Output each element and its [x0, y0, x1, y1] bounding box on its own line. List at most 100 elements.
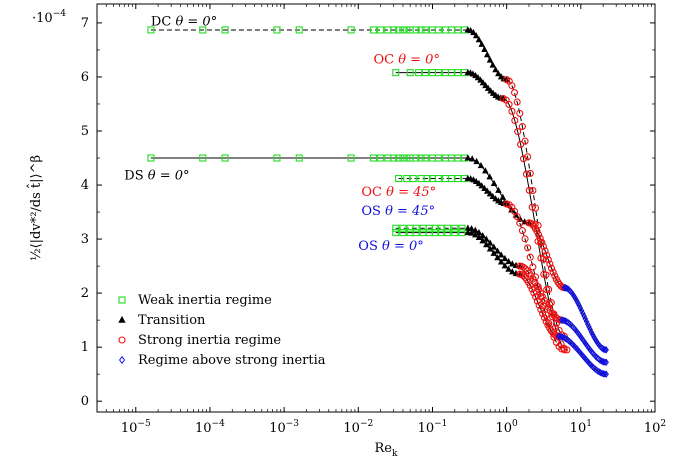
strong-point [549, 268, 557, 276]
transition-point [483, 241, 490, 248]
above-point [603, 358, 609, 366]
above-point [561, 334, 567, 342]
transition-point [489, 192, 497, 200]
y-tick-label: 7 [81, 16, 89, 31]
above-point [561, 316, 567, 325]
annotation-dc: DC θ = 0° [151, 15, 217, 30]
above-point [564, 318, 570, 326]
weak-point [412, 229, 420, 237]
weak-point [434, 26, 442, 34]
weak-point [377, 26, 385, 34]
weak-point [273, 26, 281, 34]
strong-point [535, 231, 543, 239]
legend-label-transition: Transition [138, 313, 206, 328]
strong-point [525, 186, 533, 194]
weak-point [409, 174, 417, 183]
y-tick-label: 2 [81, 286, 89, 301]
weak-point [412, 224, 420, 232]
strong-point [508, 82, 516, 90]
x-tick-label: 10−2 [343, 419, 373, 436]
above-point [603, 346, 609, 354]
strong-point [516, 109, 524, 117]
above-point [577, 304, 584, 312]
weak-point [347, 26, 355, 34]
strong-point [524, 244, 532, 252]
strong-point [538, 238, 546, 246]
weak-point [454, 69, 462, 77]
weak-point [458, 224, 466, 232]
strong-point [517, 140, 525, 148]
strong-point [528, 285, 536, 293]
above-point [586, 323, 592, 331]
transition-point [486, 239, 494, 246]
above-point [580, 309, 586, 318]
weak-point [421, 154, 429, 162]
weak-point [395, 26, 403, 34]
weak-point [437, 229, 445, 237]
strong-point [537, 289, 545, 297]
weak-point [451, 224, 459, 232]
strong-point [533, 227, 541, 235]
x-tick-label: 10−4 [195, 419, 225, 436]
above-point [593, 366, 600, 374]
transition-point [475, 36, 483, 43]
strong-point [532, 293, 540, 301]
strong-point [519, 155, 528, 163]
transition-point [482, 81, 489, 89]
x-tick-label: 102 [644, 419, 666, 436]
above-point [583, 317, 590, 326]
strong-point [530, 289, 538, 297]
transition-point [472, 231, 479, 238]
strong-point [539, 242, 548, 251]
weak-point [434, 154, 442, 162]
weak-point [221, 154, 229, 162]
x-tick-label: 100 [496, 419, 519, 436]
strong-point [519, 272, 527, 280]
weak-point [451, 229, 459, 237]
weak-point [406, 69, 414, 77]
transition-point [482, 167, 489, 174]
strong-point [522, 170, 530, 178]
above-point [582, 315, 588, 323]
y-tick-label: 0 [81, 394, 89, 409]
weak-point [392, 224, 400, 232]
strong-point [516, 219, 524, 227]
strong-point [511, 116, 519, 125]
above-point [562, 334, 569, 343]
strong-point [524, 153, 532, 161]
transition-point [501, 254, 509, 262]
x-axis-label: Rek [375, 441, 398, 459]
annotation-oc0: OC θ = 0° [373, 52, 440, 67]
weak-point [395, 154, 403, 162]
y-tick-label: 3 [81, 232, 89, 247]
y-tick-label: 6 [81, 70, 89, 85]
weak-point [437, 224, 445, 232]
above-point [581, 312, 587, 320]
strong-point [538, 293, 547, 301]
transition-point [505, 265, 512, 272]
transition-point [495, 186, 502, 193]
legend-label-weak: Weak inertia regime [138, 293, 272, 308]
legend-label-above: Regime above strong inertia [138, 353, 326, 368]
transition-point [484, 84, 492, 91]
transition-point [509, 260, 516, 267]
transition-point [497, 73, 505, 80]
weak-point [199, 26, 207, 34]
transition-point [489, 61, 497, 68]
above-point [597, 369, 604, 377]
weak-point [295, 26, 303, 34]
above-point [598, 356, 604, 365]
y-axis-label: ½⟨|dv*²/ds t̂|⟩^β [26, 155, 44, 261]
legend-marker-weak [118, 296, 126, 304]
strong-point [544, 256, 552, 264]
x-tick-label: 101 [570, 419, 592, 436]
transition-point [494, 254, 501, 261]
strong-point [543, 251, 551, 259]
weak-point [395, 174, 403, 183]
weak-point [454, 154, 462, 162]
weak-point [431, 229, 440, 237]
transition-point [490, 179, 498, 187]
x-tick-label: 10−5 [121, 419, 151, 436]
above-point [558, 333, 565, 341]
weak-point [458, 229, 466, 237]
